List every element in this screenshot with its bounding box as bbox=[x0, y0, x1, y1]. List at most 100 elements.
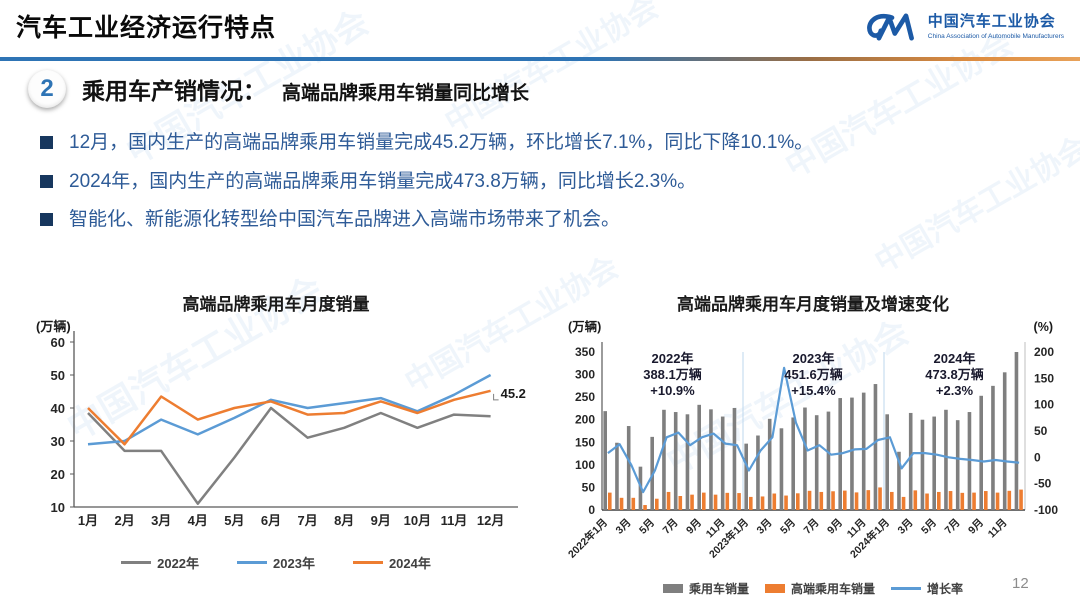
bar-pv-sales bbox=[991, 385, 995, 510]
bar-premium-sales bbox=[796, 493, 800, 510]
bar-premium-sales bbox=[866, 490, 871, 510]
bar-premium-sales bbox=[737, 493, 741, 510]
bar-pv-sales bbox=[826, 411, 831, 510]
bar-pv-sales bbox=[850, 397, 854, 510]
x-tick-label: 9月 bbox=[684, 517, 704, 537]
left-chart-title: 高端品牌乘用车月度销量 bbox=[182, 295, 370, 314]
bar-pv-sales bbox=[932, 416, 936, 510]
x-tick-label: 3月 bbox=[151, 513, 171, 528]
monthly-sales-line-chart-panel: 高端品牌乘用车月度销量 (万辆) 10 20 30 40 50 60 1月 2月 3月 4月 5月 6月… bbox=[22, 290, 530, 572]
y-tick-label: 50 bbox=[51, 368, 65, 383]
legend-item-premium-sales: 高端乘用车销量 bbox=[764, 580, 875, 597]
bar-premium-sales bbox=[608, 492, 612, 510]
bar-pv-sales bbox=[885, 414, 889, 510]
bar-premium-sales bbox=[819, 491, 824, 510]
year-annotation-line: +2.3% bbox=[936, 383, 974, 398]
bar-premium-sales bbox=[890, 491, 894, 510]
header-divider bbox=[0, 57, 1080, 61]
bar-pv-sales bbox=[732, 407, 737, 510]
bar-pv-sales bbox=[1002, 372, 1007, 510]
bar-pv-sales bbox=[814, 415, 819, 510]
bar-pv-sales bbox=[685, 414, 690, 510]
left-y-tick-label: 150 bbox=[575, 435, 595, 449]
section-title: 乘用车产销情况： bbox=[82, 78, 266, 104]
bullet-text: 12月，国内生产的高端品牌乘用车销量完成45.2万辆，环比增长7.1%，同比下降… bbox=[69, 132, 814, 153]
right-y-tick-label: 0 bbox=[1034, 450, 1041, 464]
x-tick-label: 6月 bbox=[261, 513, 281, 528]
bar-pv-sales bbox=[967, 412, 972, 510]
y-tick-label: 30 bbox=[51, 434, 65, 449]
right-chart-left-unit: (万辆) bbox=[568, 319, 601, 334]
bar-pv-sales bbox=[626, 426, 631, 510]
legend-label: 2023年 bbox=[273, 556, 315, 571]
cam-logo-icon bbox=[866, 13, 914, 41]
bar-premium-sales bbox=[655, 498, 659, 510]
year-annotation-line: 451.6万辆 bbox=[784, 367, 843, 382]
x-tick-label: 9月 bbox=[825, 517, 845, 537]
bar-premium-sales bbox=[972, 492, 976, 510]
series-2024年 bbox=[87, 389, 491, 446]
left-y-tick-label: 300 bbox=[575, 368, 595, 382]
right-chart-legend: 乘用车销量 高端乘用车销量 增长率 bbox=[552, 580, 1074, 597]
y-tick-label: 40 bbox=[51, 401, 65, 416]
section-subtitle: 高端品牌乘用车销量同比增长 bbox=[282, 82, 530, 104]
year-annotation-line: 2024年 bbox=[934, 351, 976, 366]
bar-pv-sales bbox=[697, 404, 701, 510]
bar-premium-sales bbox=[666, 491, 671, 510]
bar-pv-sales bbox=[791, 417, 795, 510]
year-annotation-line: +15.4% bbox=[791, 383, 836, 398]
bar-pv-sales bbox=[756, 435, 760, 510]
bar-pv-sales bbox=[744, 443, 748, 510]
box-swatch-icon bbox=[662, 584, 683, 593]
legend-item-pv-sales: 乘用车销量 bbox=[662, 580, 749, 597]
bar-premium-sales bbox=[807, 490, 812, 510]
bar-premium-sales bbox=[1019, 489, 1023, 510]
bullet-item: 12月，国内生产的高端品牌乘用车销量完成45.2万辆，环比增长7.1%，同比下降… bbox=[40, 130, 1040, 156]
x-tick-label: 7月 bbox=[801, 517, 821, 537]
bar-premium-sales bbox=[984, 491, 988, 510]
x-tick-label: 3月 bbox=[613, 517, 633, 537]
line-swatch-icon bbox=[891, 587, 921, 590]
bar-premium-sales bbox=[784, 495, 788, 510]
x-tick-label: 10月 bbox=[404, 513, 431, 528]
legend-label: 2022年 bbox=[157, 556, 200, 571]
bullet-square-icon bbox=[40, 174, 53, 188]
bar-pv-sales bbox=[673, 412, 678, 510]
bar-premium-sales bbox=[995, 492, 1000, 510]
bullet-text: 智能化、新能源化转型给中国汽车品牌进入高端市场带来了机会。 bbox=[69, 209, 621, 231]
y-tick-label: 20 bbox=[51, 467, 65, 482]
logo-subtitle: China Association of Automobile Manufact… bbox=[927, 32, 1064, 40]
cam-logo: 中国汽车工业协会 China Association of Automobile… bbox=[864, 9, 1064, 45]
series-2022年 bbox=[87, 406, 491, 505]
bar-pv-sales bbox=[779, 428, 784, 510]
bar-premium-sales bbox=[725, 492, 730, 510]
annotation-leader bbox=[493, 393, 499, 401]
bullet-item: 2024年，国内生产的高端品牌乘用车销量完成473.8万辆，同比增长2.3%。 bbox=[40, 169, 1040, 195]
right-y-tick-label: -100 bbox=[1034, 503, 1058, 517]
y-tick-label: 10 bbox=[51, 500, 65, 515]
x-tick-label: 9月 bbox=[371, 513, 391, 528]
bullet-list: 12月，国内生产的高端品牌乘用车销量完成45.2万辆，环比增长7.1%，同比下降… bbox=[40, 130, 1040, 246]
right-chart-title: 高端品牌乘用车月度销量及增速变化 bbox=[677, 295, 949, 314]
bar-premium-sales bbox=[937, 491, 941, 510]
x-tick-label: 12月 bbox=[477, 513, 504, 528]
data-label-45-2: 45.2 bbox=[501, 386, 526, 401]
bar-pv-sales bbox=[955, 420, 960, 510]
legend-item-2023: 2023年 bbox=[237, 553, 315, 572]
legend-label: 2024年 bbox=[388, 556, 431, 571]
x-tick-label: 11月 bbox=[441, 513, 468, 528]
bar-premium-sales bbox=[713, 494, 718, 510]
bar-premium-sales bbox=[702, 492, 706, 510]
year-annotation-line: 388.1万辆 bbox=[643, 367, 702, 382]
legend-label: 高端乘用车销量 bbox=[790, 582, 875, 596]
growth-rate-line bbox=[607, 366, 1020, 494]
bullet-square-icon bbox=[40, 136, 53, 149]
bar-pv-sales bbox=[603, 411, 607, 510]
bar-premium-sales bbox=[631, 497, 636, 510]
x-tick-label: 8月 bbox=[334, 513, 354, 528]
left-y-tick-label: 200 bbox=[575, 413, 595, 427]
x-tick-label: 7月 bbox=[942, 517, 962, 537]
right-chart-right-unit: (%) bbox=[1034, 320, 1053, 334]
page-number: 12 bbox=[1012, 575, 1029, 592]
x-tick-label: 5月 bbox=[919, 517, 939, 537]
